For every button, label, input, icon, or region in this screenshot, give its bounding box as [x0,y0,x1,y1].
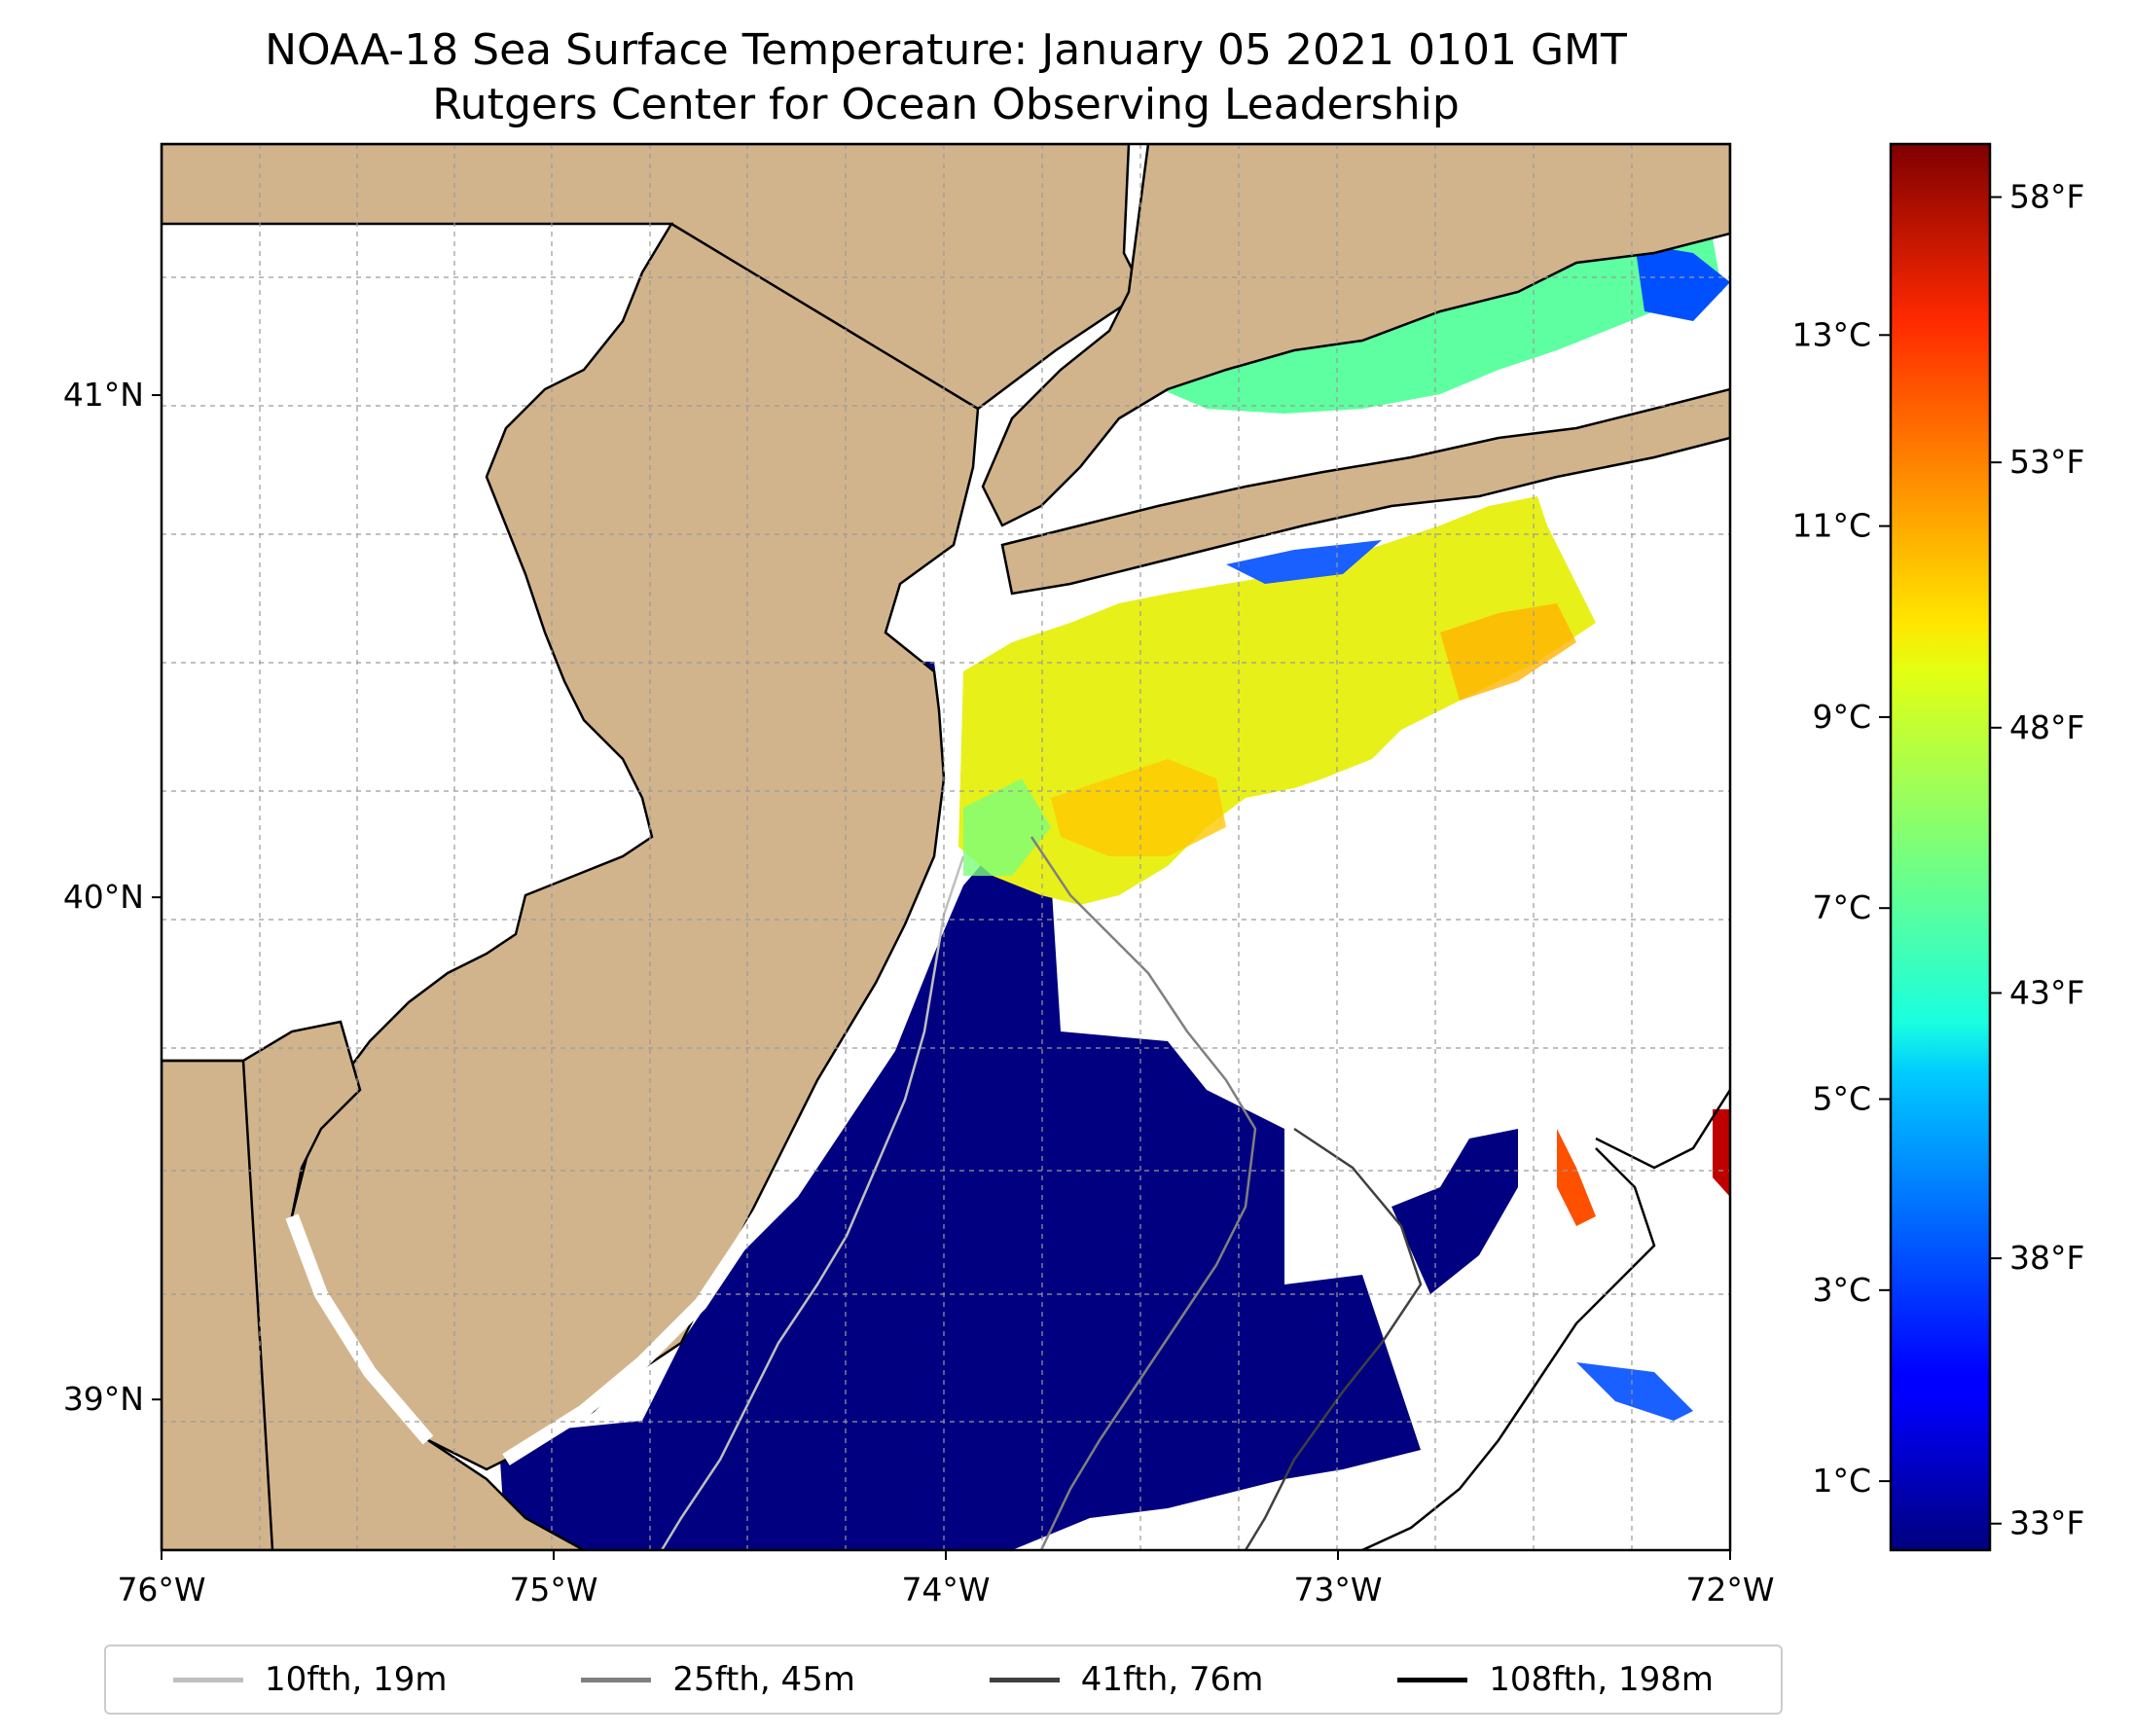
legend-label-41fth: 41fth, 76m [1080,1660,1264,1699]
y-tick-label: 39°N [63,1380,144,1418]
figure-title: NOAA-18 Sea Surface Temperature: January… [265,25,1627,75]
x-tick-label: 76°W [117,1571,205,1609]
isobath-25fth [1030,836,1257,1550]
gridlines [162,144,1730,1550]
sst-warm-core [1051,759,1226,856]
legend-item-41fth: 41fth, 76m [989,1660,1264,1699]
land [162,144,1730,1550]
legend-item-25fth: 25fth, 45m [581,1660,855,1699]
x-axis-ticks: 76°W 75°W 74°W 73°W 72°W [117,1550,1775,1609]
y-axis-ticks: 39°N 40°N 41°N [63,376,162,1418]
legend-item-108fth: 108fth, 198m [1397,1660,1714,1699]
coastal-fringe [285,873,946,1465]
legend-label-108fth: 108fth, 198m [1489,1660,1714,1699]
land-new-york [981,144,1730,527]
celsius-tick-label: 7°C [1812,888,1871,926]
legend-swatch-10fth [172,1677,243,1682]
state-borders [162,222,979,1550]
colorbar-celsius-ticks: 1°C 3°C 5°C 7°C 9°C 11°C 13°C [1791,315,1891,1500]
colorbar [1889,142,1992,1552]
isobath-41fth [1244,1127,1423,1550]
isobath-108fth-east [1595,1089,1730,1170]
celsius-tick-label: 11°C [1791,507,1871,545]
sst-hot-spot-1 [1557,1129,1596,1226]
legend-item-10fth: 10fth, 19m [172,1660,448,1699]
figure-subtitle: Rutgers Center for Ocean Observing Leade… [432,80,1460,129]
sst-cold-shelf [496,817,1421,1550]
fahrenheit-tick-label: 48°F [2009,708,2084,746]
sst-warm-east [1440,603,1576,701]
fahrenheit-tick-label: 38°F [2009,1239,2084,1277]
celsius-tick-label: 13°C [1791,315,1871,353]
sst-south-shore-band [1226,540,1382,584]
isobath-legend: 10fth, 19m 25fth, 45m 41fth, 76m 108fth,… [104,1645,1783,1715]
y-tick-label: 40°N [63,878,144,916]
map-area [162,144,1730,1550]
legend-label-10fth: 10fth, 19m [264,1660,448,1699]
x-tick-label: 74°W [901,1571,990,1609]
legend-swatch-41fth [989,1677,1060,1682]
isobath-10fth [660,855,965,1550]
celsius-tick-label: 1°C [1812,1462,1871,1500]
sst-long-island-sound [1138,238,1722,414]
sst-cool-patch [963,778,1051,876]
legend-swatch-108fth [1397,1677,1468,1682]
fahrenheit-tick-label: 43°F [2009,973,2084,1011]
y-tick-label: 41°N [63,376,144,414]
legend-label-25fth: 25fth, 45m [672,1660,855,1699]
sst-blue-east [1576,1362,1693,1421]
sst-hot-spot-2 [1713,1109,1730,1197]
land-long-island [1000,387,1730,596]
sst-sound-cold-east [1635,243,1730,321]
fahrenheit-tick-label: 53°F [2009,443,2084,481]
colorbar-fahrenheit-ticks: 33°F 38°F 43°F 48°F 53°F 58°F [1990,178,2084,1542]
celsius-tick-label: 3°C [1812,1271,1871,1309]
x-tick-label: 72°W [1685,1571,1774,1609]
celsius-tick-label: 9°C [1812,698,1871,736]
legend-swatch-25fth [581,1677,652,1682]
celsius-tick-label: 5°C [1812,1080,1871,1118]
fahrenheit-tick-label: 58°F [2009,178,2084,216]
x-tick-label: 73°W [1293,1571,1382,1609]
sst-data [360,238,1730,1550]
fahrenheit-tick-label: 33°F [2009,1504,2084,1542]
x-tick-label: 75°W [509,1571,597,1609]
